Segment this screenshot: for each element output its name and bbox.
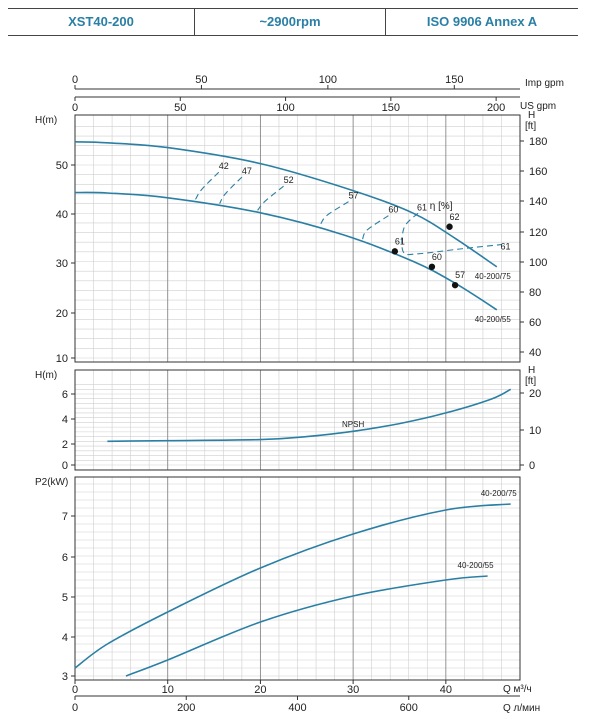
standard-title: ISO 9906 Annex A xyxy=(426,14,538,29)
imp-gpm-axis-label: Imp gpm xyxy=(525,78,564,89)
series-label: 40-200/75 xyxy=(481,489,518,498)
y-right-tick-label: 120 xyxy=(529,227,547,239)
efficiency-point xyxy=(428,263,436,271)
speed-title: ~2900rpm xyxy=(259,14,321,29)
y-right-tick-label: 80 xyxy=(529,287,541,299)
us-gpm-tick-label: 0 xyxy=(72,102,78,114)
y-tick-label: 50 xyxy=(56,160,68,172)
y-tick-label: 3 xyxy=(62,671,68,683)
imp-gpm-tick-label: 50 xyxy=(195,74,207,86)
y-tick-label: 10 xyxy=(56,353,68,365)
y-right-tick-label: 140 xyxy=(529,196,547,208)
flow-m3h-tick-label: 20 xyxy=(254,684,266,696)
flow-lmin-tick-label: 400 xyxy=(288,702,306,714)
efficiency-point-label: 62 xyxy=(450,212,460,222)
header-divider xyxy=(194,9,195,35)
y-right-tick-label: 10 xyxy=(529,425,541,437)
series-line xyxy=(125,575,488,677)
flow-m3h-tick-label: 40 xyxy=(440,684,452,696)
y-tick-label: 40 xyxy=(56,209,68,221)
header-divider xyxy=(385,9,386,35)
y-right-tick-label: 160 xyxy=(529,166,547,178)
imp-gpm-tick-label: 100 xyxy=(319,74,337,86)
y-tick-label: 0 xyxy=(62,460,68,472)
efficiency-label: 57 xyxy=(348,191,358,201)
y-axis-label: H(m) xyxy=(35,370,57,381)
y-right-tick-label: 0 xyxy=(529,460,535,472)
y-right-axis-label: H xyxy=(528,110,535,121)
efficiency-contour xyxy=(320,201,349,225)
panel-frame xyxy=(74,369,521,471)
efficiency-point-label: 61 xyxy=(395,236,405,246)
y-tick-label: 7 xyxy=(62,511,68,523)
efficiency-contour xyxy=(219,176,243,204)
us-gpm-tick-label: 200 xyxy=(487,102,505,114)
flow-m3h-tick-label: 0 xyxy=(72,684,78,696)
y-right-tick-label: 20 xyxy=(529,388,541,400)
y-tick-label: 2 xyxy=(62,439,68,451)
y-tick-label: 5 xyxy=(62,592,68,604)
y-tick-label: 4 xyxy=(62,414,68,426)
y-tick-label: 6 xyxy=(62,389,68,401)
y-axis-label: P2(kW) xyxy=(35,477,68,488)
imp-gpm-tick-label: 0 xyxy=(72,74,78,86)
flow-m3h-tick-label: 10 xyxy=(162,684,174,696)
y-tick-label: 20 xyxy=(56,308,68,320)
series-label: NPSH xyxy=(342,420,364,429)
y-right-axis-unit: [ft] xyxy=(525,376,536,387)
y-tick-label: 30 xyxy=(56,258,68,270)
efficiency-unit-label: η [%] xyxy=(430,201,453,212)
efficiency-label: 47 xyxy=(242,166,252,176)
model-title: XST40-200 xyxy=(68,14,134,29)
flow-lmin-tick-label: 200 xyxy=(177,702,195,714)
efficiency-label: 60 xyxy=(388,205,398,215)
y-right-axis-label: H xyxy=(528,365,535,376)
series-label: 40-200/75 xyxy=(475,272,512,281)
us-gpm-tick-label: 50 xyxy=(174,102,186,114)
series-label: 40-200/55 xyxy=(475,315,512,324)
y-right-tick-label: 180 xyxy=(529,136,547,148)
us-gpm-axis-label: US gpm xyxy=(520,101,556,112)
y-right-axis-unit: [ft] xyxy=(525,121,536,132)
efficiency-contour xyxy=(195,171,220,200)
flow-m3h-tick-label: 30 xyxy=(347,684,359,696)
efficiency-label: 61 xyxy=(417,202,427,212)
us-gpm-tick-label: 150 xyxy=(382,102,400,114)
series-line xyxy=(74,503,511,669)
flow-lmin-tick-label: 0 xyxy=(72,702,78,714)
efficiency-point-label: 57 xyxy=(455,270,465,280)
y-right-tick-label: 100 xyxy=(529,257,547,269)
chart-header: XST40-200 ~2900rpm ISO 9906 Annex A xyxy=(8,8,578,36)
efficiency-point-label: 61 xyxy=(500,242,510,252)
efficiency-contour xyxy=(401,212,502,256)
y-tick-label: 4 xyxy=(62,632,68,644)
series-line xyxy=(107,388,512,443)
y-axis-label: H(m) xyxy=(35,115,57,126)
series-line xyxy=(74,141,498,268)
flow-lmin-tick-label: 600 xyxy=(400,702,418,714)
efficiency-label: 52 xyxy=(284,175,294,185)
y-tick-label: 6 xyxy=(62,552,68,564)
panel-frame xyxy=(74,476,521,681)
series-line xyxy=(74,191,498,311)
efficiency-point xyxy=(446,223,453,230)
series-label: 40-200/55 xyxy=(458,561,495,570)
us-gpm-tick-label: 100 xyxy=(276,102,294,114)
efficiency-contour xyxy=(361,215,389,241)
panel-frame xyxy=(74,114,521,363)
efficiency-contour xyxy=(257,185,284,211)
y-right-tick-label: 40 xyxy=(529,347,541,359)
y-right-tick-label: 60 xyxy=(529,317,541,329)
efficiency-point xyxy=(451,281,459,289)
imp-gpm-tick-label: 150 xyxy=(445,74,463,86)
flow-lmin-axis-label: Q л/мин xyxy=(503,703,540,714)
efficiency-label: 42 xyxy=(219,161,229,171)
efficiency-point xyxy=(391,248,399,255)
efficiency-point-label: 60 xyxy=(432,252,442,262)
flow-m3h-axis-label: Q м³/ч xyxy=(503,684,532,695)
